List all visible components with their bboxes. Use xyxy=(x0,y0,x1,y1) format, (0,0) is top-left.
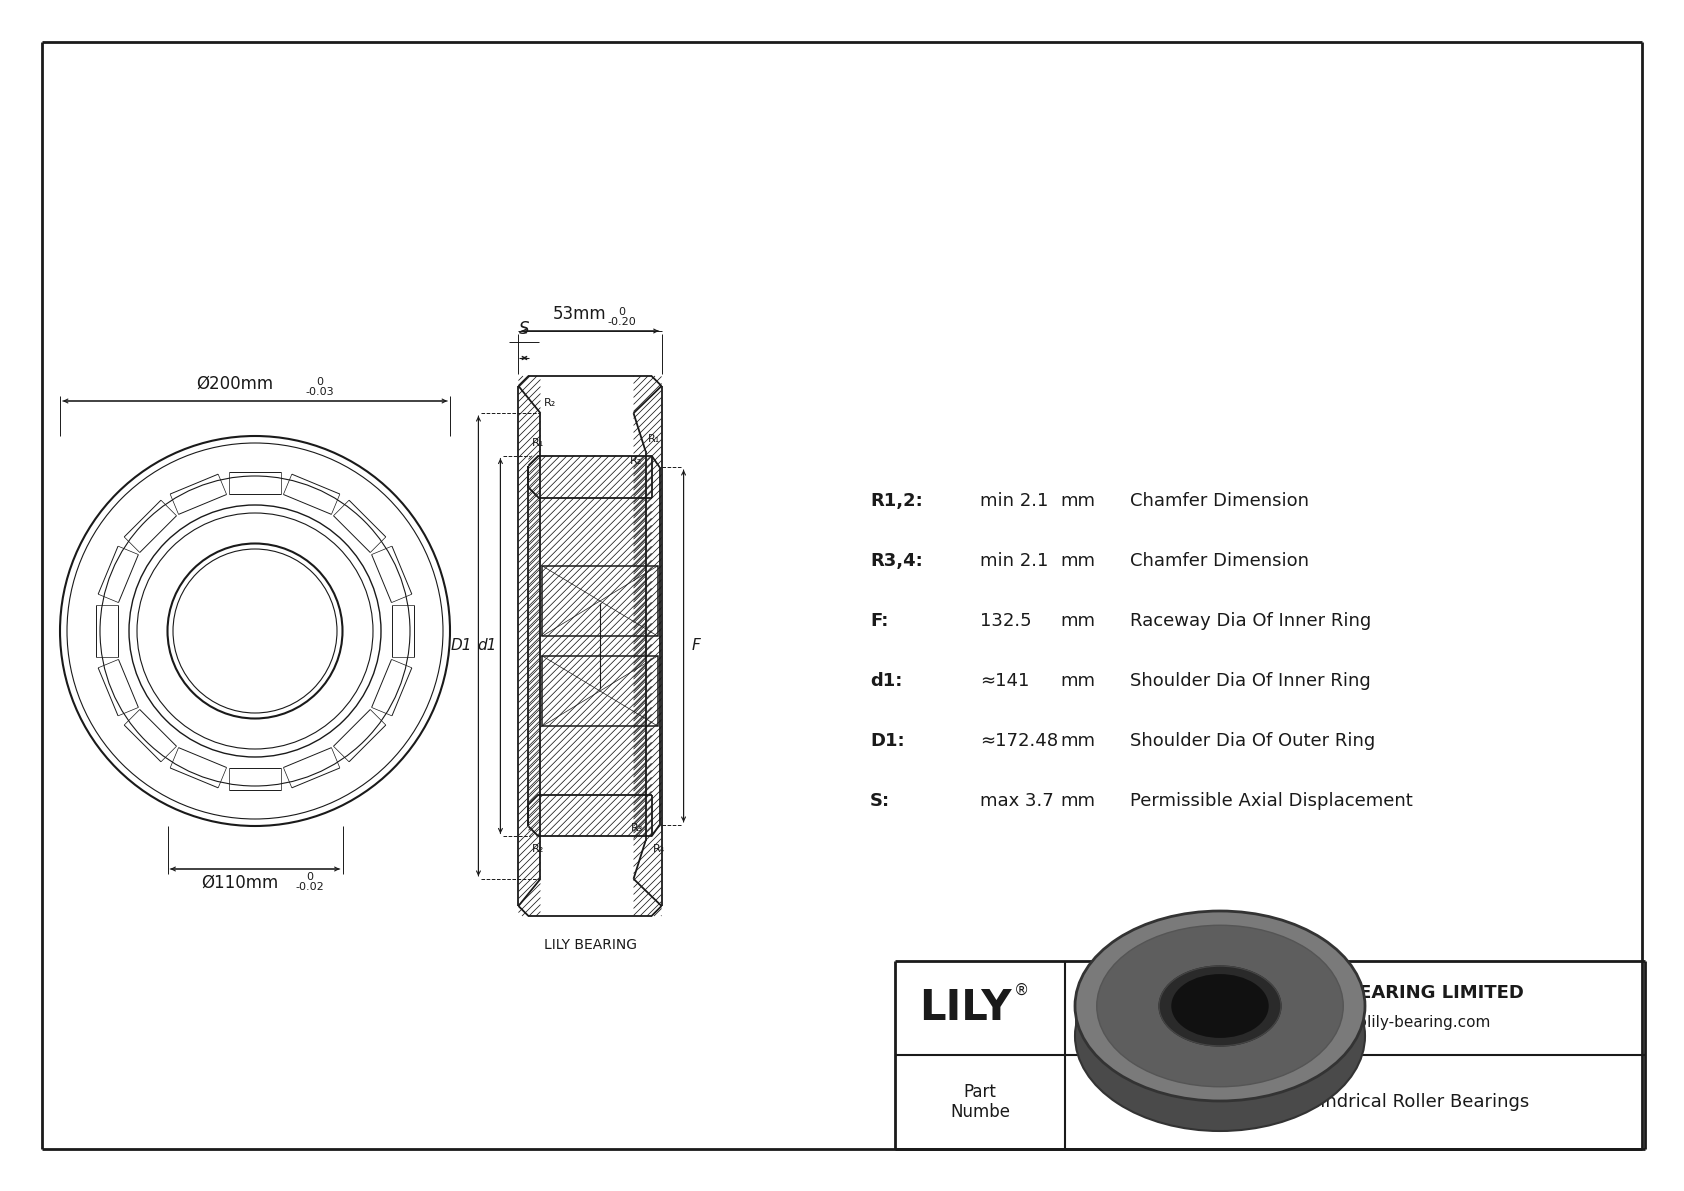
Text: R₁: R₁ xyxy=(532,437,544,448)
Text: LILY BEARING: LILY BEARING xyxy=(544,939,637,952)
Text: D1: D1 xyxy=(451,638,473,654)
Text: min 2.1: min 2.1 xyxy=(980,492,1049,510)
Text: R₂: R₂ xyxy=(544,398,556,409)
Text: Chamfer Dimension: Chamfer Dimension xyxy=(1130,492,1308,510)
Text: mm: mm xyxy=(1059,792,1095,810)
Text: min 2.1: min 2.1 xyxy=(980,551,1049,570)
Text: R₂: R₂ xyxy=(532,844,544,854)
Text: -0.02: -0.02 xyxy=(296,883,325,892)
Text: mm: mm xyxy=(1059,551,1095,570)
Text: Permissible Axial Displacement: Permissible Axial Displacement xyxy=(1130,792,1413,810)
Text: max 3.7: max 3.7 xyxy=(980,792,1054,810)
Text: D1:: D1: xyxy=(871,732,904,750)
Text: R1,2:: R1,2: xyxy=(871,492,923,510)
Text: R₄: R₄ xyxy=(653,844,665,854)
Text: d1:: d1: xyxy=(871,672,903,690)
Text: R3,4:: R3,4: xyxy=(871,551,923,570)
Text: mm: mm xyxy=(1059,672,1095,690)
Text: Part
Numbe: Part Numbe xyxy=(950,1083,1010,1122)
Ellipse shape xyxy=(1159,966,1282,1046)
Text: Raceway Dia Of Inner Ring: Raceway Dia Of Inner Ring xyxy=(1130,612,1371,630)
Text: R₃: R₃ xyxy=(632,823,643,833)
Text: mm: mm xyxy=(1059,492,1095,510)
Text: ≈141: ≈141 xyxy=(980,672,1029,690)
Text: 0: 0 xyxy=(317,378,323,387)
Polygon shape xyxy=(1159,966,1282,1036)
Text: 53mm: 53mm xyxy=(552,305,606,323)
Ellipse shape xyxy=(1172,974,1268,1037)
Text: NJ 2222 ECJ Cylindrical Roller Bearings: NJ 2222 ECJ Cylindrical Roller Bearings xyxy=(1180,1093,1529,1111)
Text: Ø200mm: Ø200mm xyxy=(197,375,273,393)
Text: mm: mm xyxy=(1059,732,1095,750)
Text: S: S xyxy=(519,320,530,338)
Ellipse shape xyxy=(1074,941,1366,1131)
Text: Shoulder Dia Of Inner Ring: Shoulder Dia Of Inner Ring xyxy=(1130,672,1371,690)
Text: R₁: R₁ xyxy=(648,435,660,444)
Text: SHANGHAI LILY BEARING LIMITED: SHANGHAI LILY BEARING LIMITED xyxy=(1186,984,1524,1002)
Text: d1: d1 xyxy=(477,638,497,654)
Text: Chamfer Dimension: Chamfer Dimension xyxy=(1130,551,1308,570)
Ellipse shape xyxy=(1096,925,1344,1086)
Text: ≈172.48: ≈172.48 xyxy=(980,732,1058,750)
Text: ®: ® xyxy=(1014,983,1029,998)
Text: Shoulder Dia Of Outer Ring: Shoulder Dia Of Outer Ring xyxy=(1130,732,1376,750)
Ellipse shape xyxy=(1159,996,1282,1075)
Bar xyxy=(542,566,657,636)
Polygon shape xyxy=(1074,911,1366,1036)
Text: -0.03: -0.03 xyxy=(306,387,335,397)
Polygon shape xyxy=(1074,1006,1366,1131)
Bar xyxy=(542,656,657,727)
Ellipse shape xyxy=(1074,911,1366,1100)
Text: R₂: R₂ xyxy=(630,456,642,466)
Text: mm: mm xyxy=(1059,612,1095,630)
Text: Ø110mm: Ø110mm xyxy=(202,874,278,892)
Text: Email: lilybearing@lily-bearing.com: Email: lilybearing@lily-bearing.com xyxy=(1219,1015,1490,1029)
Text: S:: S: xyxy=(871,792,891,810)
Text: F: F xyxy=(692,638,701,654)
Text: 132.5: 132.5 xyxy=(980,612,1032,630)
Text: LILY: LILY xyxy=(919,987,1012,1029)
Text: 0: 0 xyxy=(306,872,313,883)
Text: 0: 0 xyxy=(618,307,625,317)
Text: F:: F: xyxy=(871,612,889,630)
Text: -0.20: -0.20 xyxy=(608,317,637,328)
